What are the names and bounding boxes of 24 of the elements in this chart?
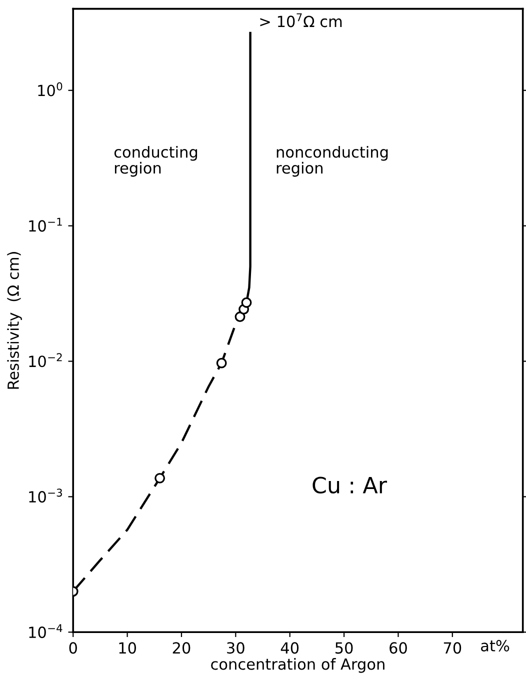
x-tick-label: 30	[227, 642, 244, 654]
y-tick-label: 10$^{−1}$	[29, 218, 62, 232]
x-tick-label: 60	[390, 642, 407, 654]
x-tick-label: 40	[280, 642, 299, 654]
x-tick-label: 70	[444, 642, 462, 654]
point	[216, 358, 227, 368]
y-tick-label: 10$^{0}$	[38, 82, 62, 96]
point	[234, 312, 246, 322]
y-tick-label: 10$^{−4}$	[29, 624, 62, 638]
point	[241, 297, 252, 308]
x-tick-label: 50	[335, 642, 353, 654]
x-tick-label: 0	[69, 642, 77, 654]
annotation: nonconducting region	[276, 146, 388, 177]
x-tick-label: 20	[172, 642, 190, 654]
y-axis-title: Resistivity (Ω cm)	[7, 252, 22, 389]
y-tick-label: 10$^{−3}$	[29, 488, 62, 503]
text: at%	[481, 640, 510, 652]
x-tick-label: 10	[119, 642, 136, 654]
annotation: Cu : Ar	[312, 476, 388, 494]
annotation: conducting region	[114, 146, 198, 177]
y-tick-label: 10$^{−2}$	[29, 353, 62, 368]
x-axis-title: concentration of Argon	[211, 658, 384, 673]
annotation: > 10$^{7}$Ω cm	[260, 13, 342, 28]
point	[154, 472, 166, 484]
